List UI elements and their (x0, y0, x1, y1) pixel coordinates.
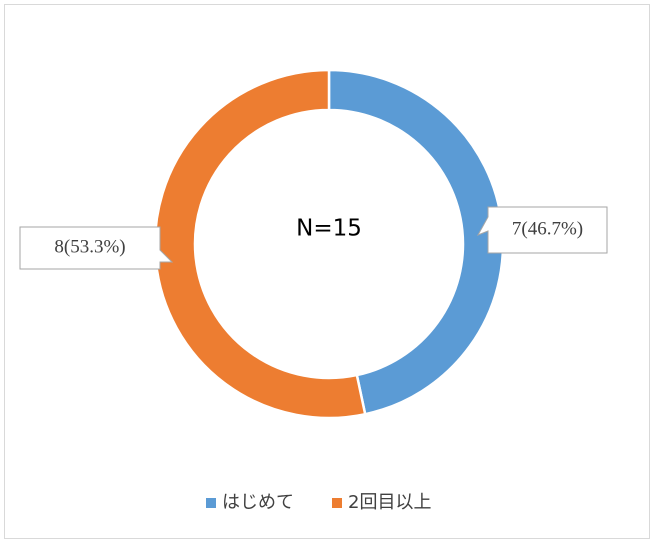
data-label: 7(46.7%) (512, 218, 583, 239)
legend-swatch (332, 498, 342, 508)
donut-slice (153, 68, 367, 420)
legend-label: 2回目以上 (348, 492, 431, 513)
label-callout (19, 226, 174, 270)
label-callout (476, 206, 608, 254)
center-label: N=15 (296, 216, 362, 242)
data-label: 8(53.3%) (54, 236, 125, 257)
legend-swatch (206, 498, 216, 508)
donut-slice (327, 68, 505, 416)
legend-label: はじめて (222, 492, 294, 513)
